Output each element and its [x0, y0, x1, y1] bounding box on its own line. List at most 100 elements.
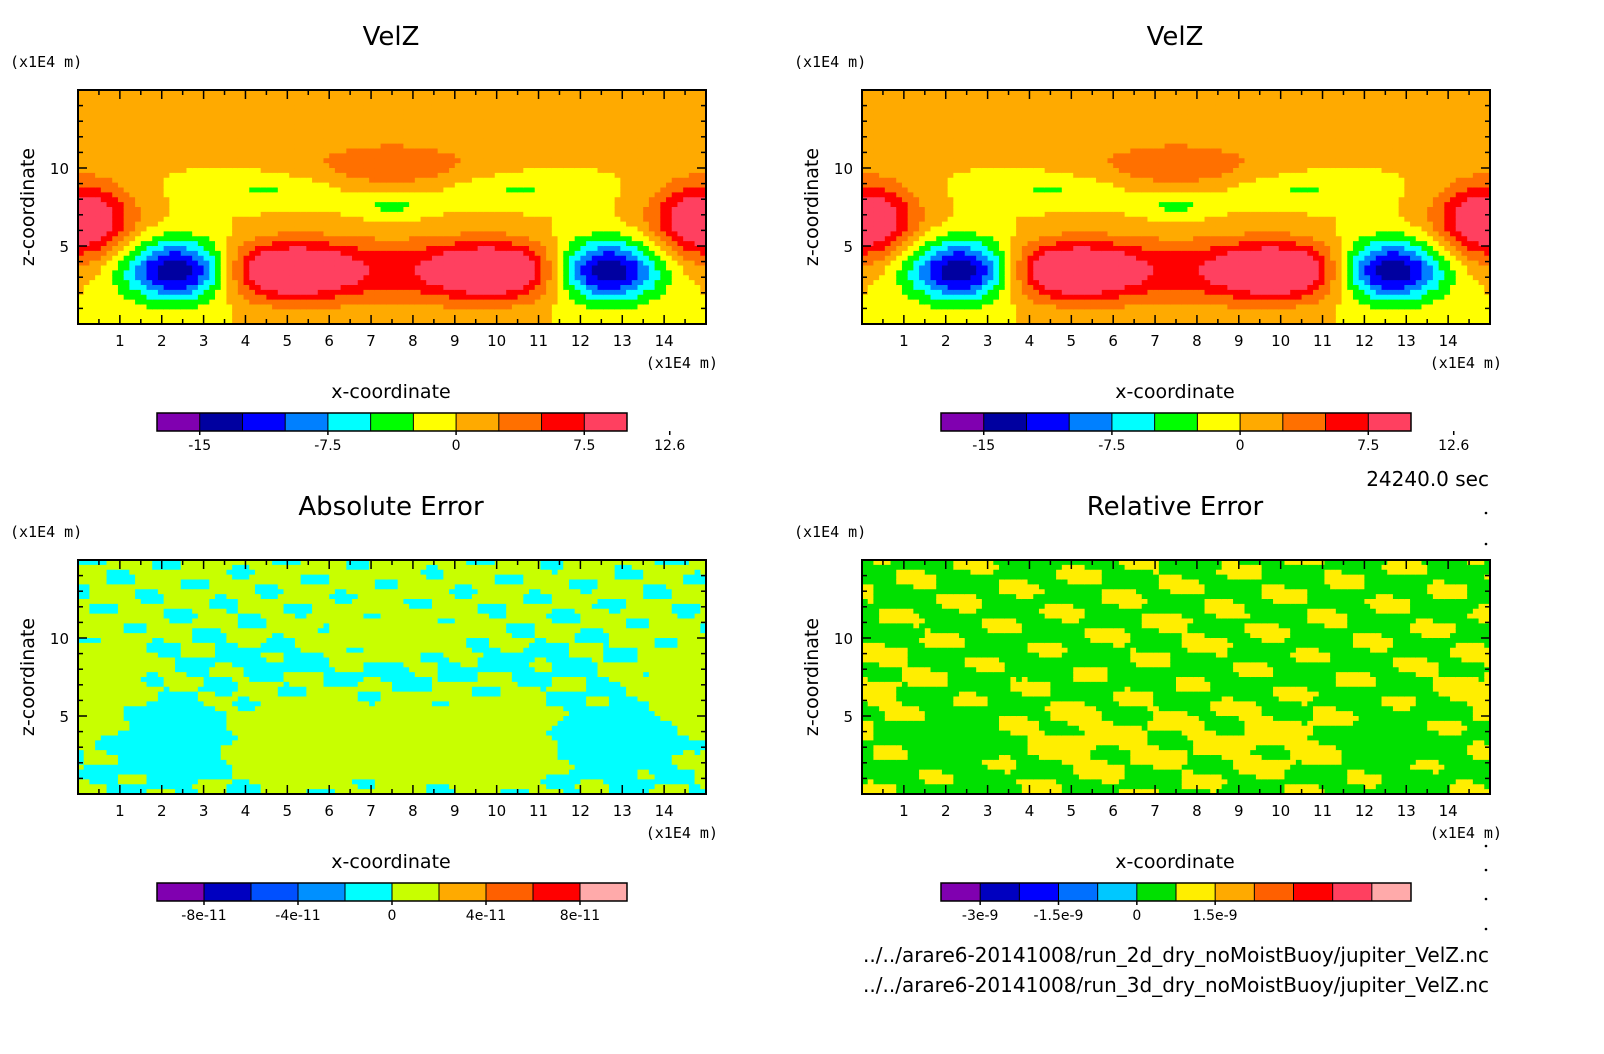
contour-cell — [89, 109, 96, 115]
contour-cell — [500, 314, 507, 320]
contour-cell — [89, 309, 96, 315]
contour-cell — [300, 260, 307, 267]
contour-cell — [357, 275, 365, 281]
contour-cell — [551, 314, 559, 320]
contour-cell — [586, 187, 593, 193]
contour-cell — [197, 90, 205, 96]
contour-cell — [169, 236, 176, 242]
contour-cell — [506, 275, 513, 281]
contour-cell — [643, 265, 650, 271]
contour-cell — [146, 104, 153, 111]
contour-cell — [580, 285, 587, 291]
contour-cell — [175, 172, 182, 179]
contour-cell — [300, 192, 307, 198]
contour-cell — [392, 192, 399, 198]
contour-cell — [340, 285, 347, 291]
contour-cell — [334, 192, 342, 198]
contour-cell — [186, 148, 193, 154]
contour-cell — [460, 241, 467, 247]
contour-cell — [660, 148, 667, 154]
contour-cell — [346, 216, 353, 223]
contour-cell — [123, 299, 130, 306]
contour-cell — [454, 285, 462, 291]
contour-cell — [277, 177, 285, 184]
contour-cell — [215, 143, 222, 150]
contour-cell — [334, 226, 342, 232]
contour-cell — [232, 270, 239, 276]
contour-cell — [289, 163, 296, 169]
contour-cell — [135, 109, 142, 115]
contour-cell — [95, 153, 102, 159]
contour-cell — [112, 129, 119, 135]
contour-cell — [648, 299, 656, 306]
contour-cell — [340, 275, 347, 281]
contour-cell — [523, 182, 530, 189]
contour-cell — [386, 172, 393, 179]
contour-cell — [397, 94, 405, 101]
contour-cell — [363, 211, 370, 218]
contour-cell — [169, 163, 176, 169]
contour-cell — [272, 207, 279, 213]
contour-cell — [529, 294, 536, 301]
contour-cell — [471, 158, 479, 164]
contour-cell — [483, 294, 490, 301]
contour-cell — [591, 250, 599, 257]
contour-cell — [466, 304, 473, 310]
contour-cell — [506, 309, 513, 315]
contour-cell — [386, 129, 393, 135]
contour-cell — [643, 280, 650, 286]
contour-cell — [626, 90, 633, 96]
contour-cell — [477, 207, 484, 213]
contour-cell — [346, 221, 353, 228]
contour-cell — [517, 143, 524, 150]
contour-cell — [175, 241, 182, 247]
contour-cell — [443, 129, 450, 135]
contour-cell — [152, 133, 159, 140]
contour-cell — [483, 270, 490, 276]
contour-cell — [237, 99, 245, 106]
contour-cell — [203, 309, 210, 315]
contour-cell — [540, 114, 547, 120]
contour-cell — [260, 109, 267, 115]
contour-cell — [494, 216, 502, 223]
contour-cell — [220, 138, 228, 145]
contour-cell — [437, 163, 444, 169]
contour-cell — [220, 143, 228, 150]
contour-cell — [648, 114, 656, 120]
contour-cell — [551, 172, 559, 179]
contour-cell — [180, 129, 188, 135]
contour-cell — [226, 260, 233, 267]
contour-cell — [546, 255, 553, 262]
contour-cell — [317, 250, 325, 257]
contour-cell — [460, 124, 467, 130]
contour-cell — [237, 216, 245, 223]
contour-cell — [300, 314, 307, 320]
contour-cell — [306, 299, 313, 306]
contour-cell — [112, 163, 119, 169]
contour-cell — [454, 231, 462, 237]
contour-cell — [129, 197, 136, 203]
contour-cell — [95, 289, 102, 296]
contour-cell — [477, 197, 484, 203]
contour-cell — [608, 192, 616, 198]
contour-cell — [603, 280, 610, 286]
contour-cell — [551, 294, 559, 301]
contour-cell — [489, 158, 496, 164]
contour-cell — [506, 216, 513, 223]
contour-cell — [654, 187, 661, 193]
contour-cell — [511, 309, 519, 315]
contour-cell — [489, 90, 496, 96]
contour-cell — [529, 299, 536, 306]
contour-cell — [289, 192, 296, 198]
contour-cell — [300, 153, 307, 159]
contour-cell — [363, 275, 370, 281]
contour-cell — [557, 114, 564, 120]
contour-cell — [197, 236, 205, 242]
contour-cell — [471, 109, 479, 115]
contour-cell — [403, 221, 410, 228]
contour-cell — [586, 289, 593, 296]
contour-cell — [169, 319, 176, 325]
contour-cell — [352, 197, 359, 203]
contour-cell — [483, 246, 490, 252]
contour-cell — [83, 241, 91, 247]
